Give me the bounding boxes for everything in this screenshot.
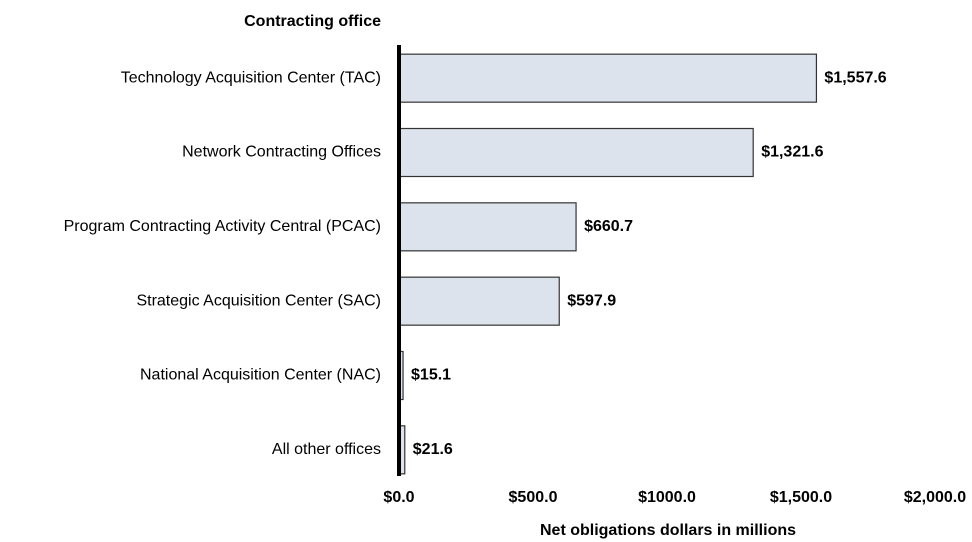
y-tick-label: National Acquisition Center (NAC): [140, 367, 381, 384]
data-label: $21.6: [413, 441, 453, 458]
data-label: $597.9: [567, 292, 616, 309]
y-tick-label: Technology Acquisition Center (TAC): [121, 69, 381, 86]
bar: [398, 127, 754, 178]
bar: [398, 276, 560, 326]
x-tick-label: $1000.0: [638, 489, 696, 506]
data-label: $15.1: [411, 367, 451, 384]
y-tick-label: Program Contracting Activity Central (PC…: [64, 218, 381, 235]
x-tick-label: $500.0: [509, 489, 558, 506]
data-label: $660.7: [584, 218, 633, 235]
y-tick-label: Strategic Acquisition Center (SAC): [136, 292, 381, 309]
bar: [398, 53, 818, 103]
x-tick-label: $2,000.0: [904, 489, 966, 506]
bar: [398, 202, 577, 252]
y-axis-title: Contracting office: [244, 13, 381, 30]
x-tick-label: $0.0: [383, 489, 414, 506]
x-axis-title: Net obligations dollars in millions: [540, 522, 796, 539]
data-label: $1,321.6: [761, 144, 823, 161]
x-tick-label: $1,500.0: [770, 489, 832, 506]
y-tick-label: All other offices: [272, 441, 381, 458]
y-tick-label: Network Contracting Offices: [182, 144, 381, 161]
data-label: $1,557.6: [824, 69, 886, 86]
